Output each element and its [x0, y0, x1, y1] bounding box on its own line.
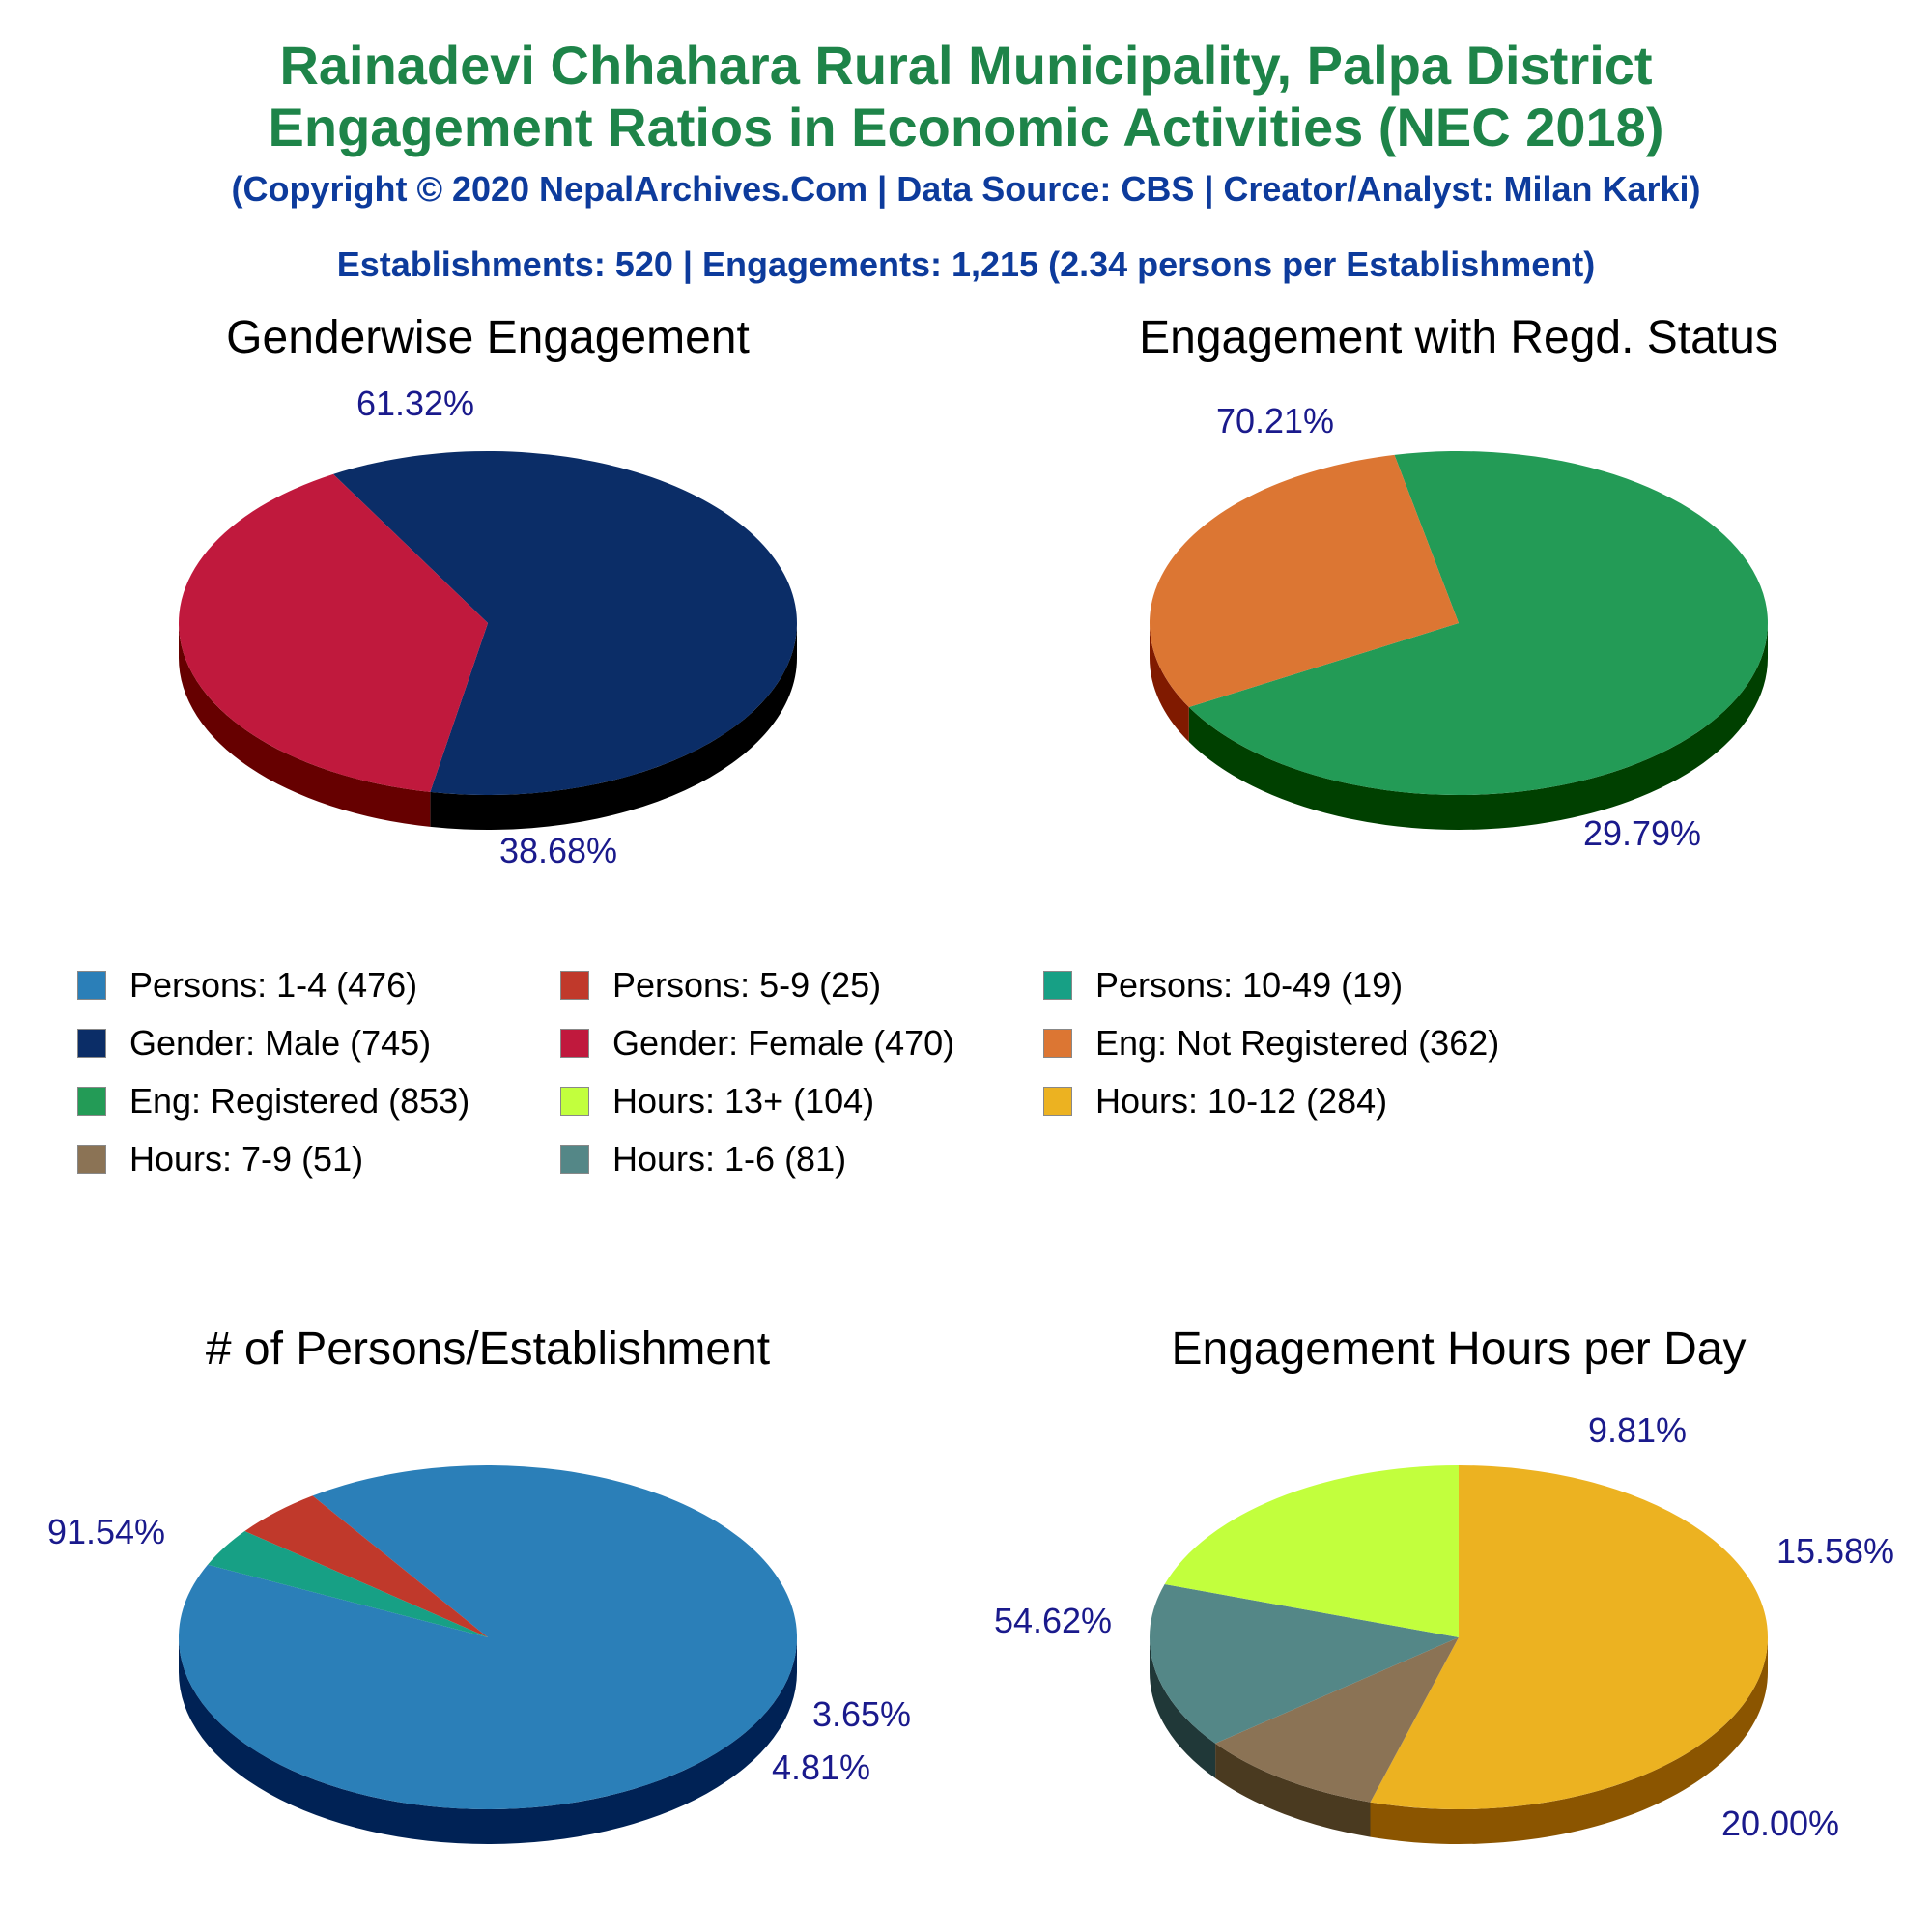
legend-item: Hours: 7-9 (51) [77, 1139, 364, 1179]
legend-label: Hours: 1-6 (81) [612, 1139, 847, 1179]
legend-label: Eng: Registered (853) [129, 1081, 470, 1121]
legend-swatch [560, 1029, 589, 1058]
legend-label: Eng: Not Registered (362) [1095, 1023, 1500, 1063]
pie-chart-title: Genderwise Engagement [226, 312, 750, 363]
legend-label: Gender: Female (470) [612, 1023, 955, 1063]
pie-slice [1188, 451, 1769, 795]
legend-label: Hours: 10-12 (284) [1095, 1081, 1388, 1121]
pie-slice [1370, 1465, 1769, 1809]
legend-swatch [77, 1145, 106, 1174]
legend-label: Hours: 7-9 (51) [129, 1139, 364, 1179]
pie-side-wall [1150, 623, 1189, 742]
pie-slice [333, 451, 797, 795]
pie-slice [178, 473, 488, 792]
pie-slice-label: 4.81% [772, 1747, 870, 1787]
legend-item: Gender: Female (470) [560, 1023, 955, 1063]
pie-slice [1215, 1637, 1459, 1803]
legend-swatch [77, 971, 106, 1000]
legend-item: Eng: Registered (853) [77, 1081, 470, 1121]
legend-label: Hours: 13+ (104) [612, 1081, 875, 1121]
pie-side-wall [1370, 1637, 1768, 1844]
pie-slice [178, 1465, 797, 1810]
pie-slice [244, 1495, 488, 1637]
pie-slice-label: 61.32% [356, 384, 474, 423]
legend-label: Persons: 10-49 (19) [1095, 965, 1404, 1005]
pie-slice-label: 54.62% [994, 1601, 1112, 1640]
chart-title-line1: Rainadevi Chhahara Rural Municipality, P… [279, 35, 1653, 96]
pie-slice-label: 38.68% [499, 831, 617, 870]
pie-chart: Engagement Hours per Day 54.62% 9.81% 15.58… [994, 1323, 1894, 1844]
legend-swatch [560, 971, 589, 1000]
pie-slice [1164, 1465, 1459, 1637]
pie-side-wall [1150, 1637, 1216, 1778]
legend-item: Gender: Male (745) [77, 1023, 432, 1063]
pie-chart: Genderwise Engagement 61.32% 38.68% [178, 312, 797, 870]
pie-slice-label: 29.79% [1583, 813, 1701, 853]
pie-chart-title: # of Persons/Establishment [206, 1323, 770, 1375]
pie-side-wall [179, 623, 431, 827]
pie-slice-label: 3.65% [812, 1694, 911, 1734]
pie-slice-label: 20.00% [1721, 1804, 1839, 1843]
copyright-subtitle: (Copyright © 2020 NepalArchives.Com | Da… [231, 169, 1701, 209]
legend-item: Persons: 1-4 (476) [77, 965, 418, 1005]
legend-swatch [77, 1087, 106, 1116]
legend-swatch [77, 1029, 106, 1058]
legend-label: Gender: Male (745) [129, 1023, 432, 1063]
legend-item: Hours: 10-12 (284) [1043, 1081, 1388, 1121]
pie-slice [1150, 1583, 1459, 1744]
legend-swatch [1043, 971, 1072, 1000]
pie-chart-title: Engagement Hours per Day [1172, 1323, 1747, 1375]
pie-slice-label: 91.54% [47, 1512, 165, 1551]
legend-label: Persons: 1-4 (476) [129, 965, 418, 1005]
pie-side-wall [1188, 623, 1768, 830]
legend-item: Hours: 1-6 (81) [560, 1139, 847, 1179]
pie-slice [207, 1531, 488, 1637]
pie-side-wall [430, 623, 797, 830]
chart-title-line2: Engagement Ratios in Economic Activities… [268, 97, 1664, 157]
pie-side-wall [1215, 1743, 1371, 1837]
legend-swatch [1043, 1029, 1072, 1058]
pie-chart-title: Engagement with Regd. Status [1139, 312, 1778, 363]
pie-slice-label: 70.21% [1216, 401, 1334, 440]
pie-slice [1149, 454, 1459, 707]
legend-swatch [1043, 1087, 1072, 1116]
pie-slice-label: 15.58% [1776, 1531, 1894, 1571]
legend-swatch [560, 1145, 589, 1174]
legend-item: Persons: 5-9 (25) [560, 965, 882, 1005]
legend-swatch [560, 1087, 589, 1116]
summary-subtitle: Establishments: 520 | Engagements: 1,215… [336, 244, 1596, 284]
legend-item: Eng: Not Registered (362) [1043, 1023, 1500, 1063]
pie-slice-label: 9.81% [1588, 1410, 1687, 1450]
pie-chart: # of Persons/Establishment 91.54% 4.81% 3.6… [47, 1323, 911, 1844]
legend-item: Hours: 13+ (104) [560, 1081, 875, 1121]
legend-item: Persons: 10-49 (19) [1043, 965, 1404, 1005]
pie-chart: Engagement with Regd. Status 70.21% 29.79% [1139, 312, 1778, 853]
legend-label: Persons: 5-9 (25) [612, 965, 882, 1005]
pie-side-wall [179, 1637, 797, 1844]
